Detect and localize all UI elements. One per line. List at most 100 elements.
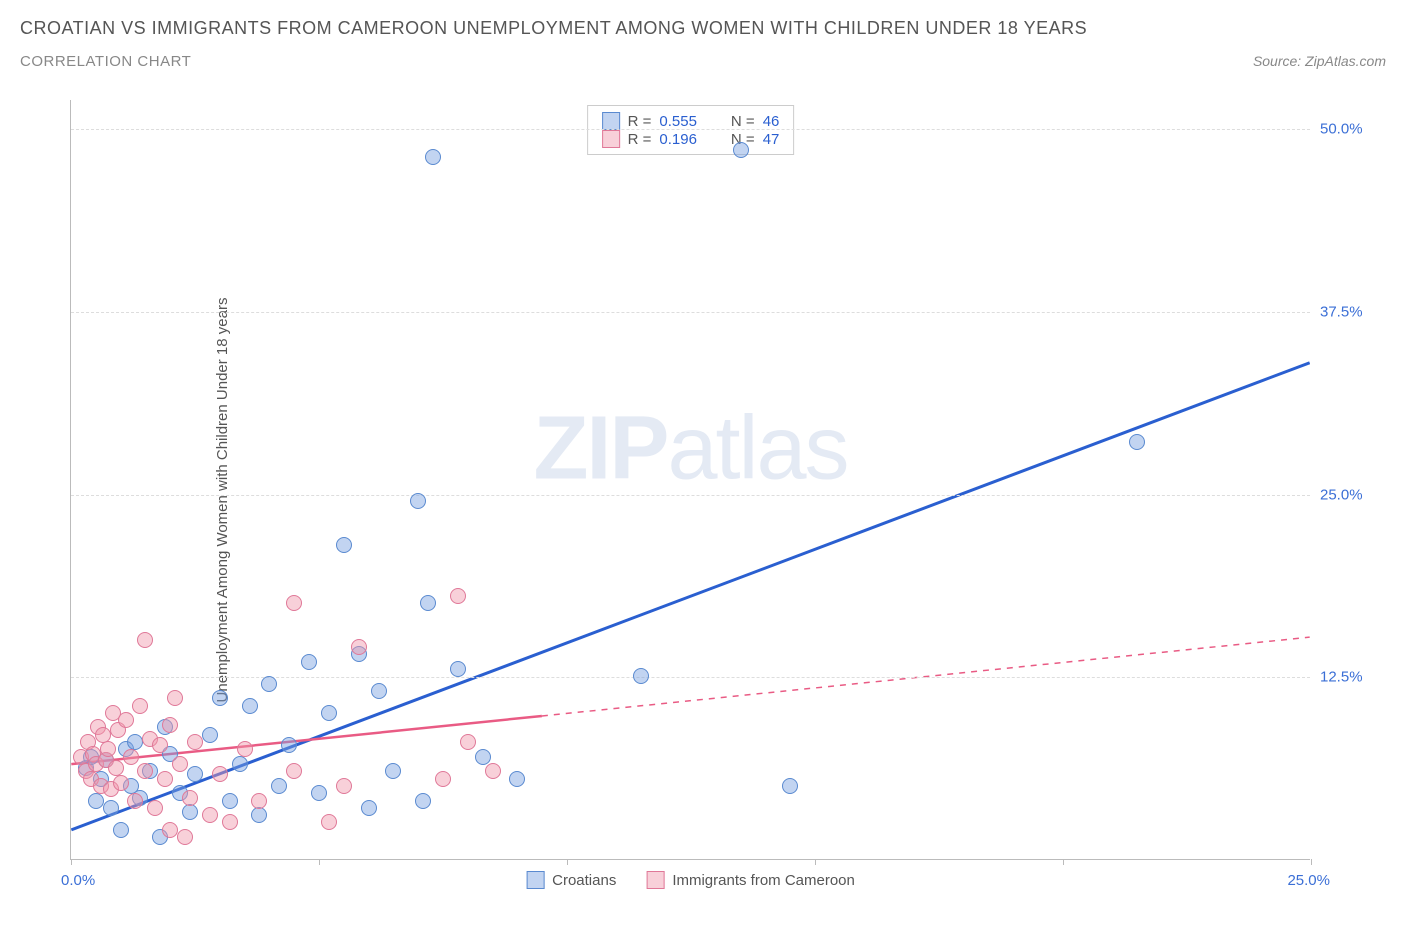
data-point	[127, 734, 143, 750]
legend-stats-row-1: R = 0.555 N = 46	[602, 112, 780, 130]
x-axis-label-max: 25.0%	[1287, 872, 1330, 889]
data-point	[509, 771, 525, 787]
data-point	[172, 756, 188, 772]
data-point	[132, 698, 148, 714]
data-point	[485, 763, 501, 779]
x-axis-label-min: 0.0%	[61, 872, 95, 889]
data-point	[202, 727, 218, 743]
chart-subtitle: CORRELATION CHART	[20, 53, 191, 70]
data-point	[286, 763, 302, 779]
r-value-2: 0.196	[659, 131, 697, 148]
data-point	[460, 734, 476, 750]
data-point	[103, 800, 119, 816]
data-point	[633, 668, 649, 684]
data-point	[286, 595, 302, 611]
data-point	[182, 790, 198, 806]
data-point	[147, 800, 163, 816]
x-tick	[71, 859, 72, 865]
legend-item-2: Immigrants from Cameroon	[646, 871, 855, 889]
trend-lines	[71, 100, 1310, 859]
data-point	[100, 741, 116, 757]
gridline	[71, 677, 1310, 678]
legend-label-1: Croatians	[552, 872, 616, 889]
x-tick	[815, 859, 816, 865]
x-tick	[319, 859, 320, 865]
watermark: ZIPatlas	[533, 398, 847, 501]
plot-region: ZIPatlas R = 0.555 N = 46 R = 0.196 N = …	[70, 100, 1310, 860]
data-point	[336, 778, 352, 794]
data-point	[182, 804, 198, 820]
data-point	[281, 737, 297, 753]
legend-stats-row-2: R = 0.196 N = 47	[602, 130, 780, 148]
data-point	[261, 676, 277, 692]
r-label: R =	[628, 113, 652, 130]
data-point	[202, 807, 218, 823]
chart-title: CROATIAN VS IMMIGRANTS FROM CAMEROON UNE…	[20, 18, 1386, 39]
data-point	[187, 766, 203, 782]
data-point	[733, 142, 749, 158]
chart-area: Unemployment Among Women with Children U…	[20, 90, 1386, 910]
data-point	[88, 793, 104, 809]
x-tick	[1311, 859, 1312, 865]
data-point	[385, 763, 401, 779]
data-point	[415, 793, 431, 809]
data-point	[351, 639, 367, 655]
data-point	[237, 741, 253, 757]
data-point	[251, 793, 267, 809]
data-point	[212, 766, 228, 782]
data-point	[410, 493, 426, 509]
data-point	[162, 822, 178, 838]
data-point	[123, 749, 139, 765]
n-value-2: 47	[763, 131, 780, 148]
y-tick-label: 12.5%	[1320, 669, 1380, 686]
data-point	[108, 760, 124, 776]
data-point	[222, 793, 238, 809]
data-point	[113, 822, 129, 838]
data-point	[782, 778, 798, 794]
data-point	[321, 705, 337, 721]
y-tick-label: 50.0%	[1320, 121, 1380, 138]
gridline	[71, 129, 1310, 130]
gridline	[71, 495, 1310, 496]
r-value-1: 0.555	[659, 113, 697, 130]
watermark-light: atlas	[667, 399, 847, 499]
swatch-pink-icon	[602, 130, 620, 148]
data-point	[162, 717, 178, 733]
subtitle-row: CORRELATION CHART Source: ZipAtlas.com	[20, 53, 1386, 70]
swatch-blue-icon	[526, 871, 544, 889]
data-point	[127, 793, 143, 809]
data-point	[152, 737, 168, 753]
n-label: N =	[731, 113, 755, 130]
x-tick	[1063, 859, 1064, 865]
data-point	[251, 807, 267, 823]
data-point	[187, 734, 203, 750]
legend-label-2: Immigrants from Cameroon	[672, 872, 855, 889]
swatch-pink-icon	[646, 871, 664, 889]
data-point	[212, 690, 228, 706]
data-point	[425, 149, 441, 165]
data-point	[336, 537, 352, 553]
data-point	[450, 588, 466, 604]
n-value-1: 46	[763, 113, 780, 130]
gridline	[71, 312, 1310, 313]
data-point	[95, 727, 111, 743]
swatch-blue-icon	[602, 112, 620, 130]
x-tick	[567, 859, 568, 865]
data-point	[361, 800, 377, 816]
watermark-bold: ZIP	[533, 399, 667, 499]
data-point	[420, 595, 436, 611]
data-point	[167, 690, 183, 706]
data-point	[301, 654, 317, 670]
data-point	[118, 712, 134, 728]
data-point	[232, 756, 248, 772]
y-tick-label: 37.5%	[1320, 303, 1380, 320]
data-point	[371, 683, 387, 699]
y-tick-label: 25.0%	[1320, 486, 1380, 503]
r-label: R =	[628, 131, 652, 148]
data-point	[271, 778, 287, 794]
data-point	[157, 771, 173, 787]
data-point	[137, 763, 153, 779]
chart-source: Source: ZipAtlas.com	[1253, 53, 1386, 69]
data-point	[1129, 434, 1145, 450]
legend-item-1: Croatians	[526, 871, 616, 889]
